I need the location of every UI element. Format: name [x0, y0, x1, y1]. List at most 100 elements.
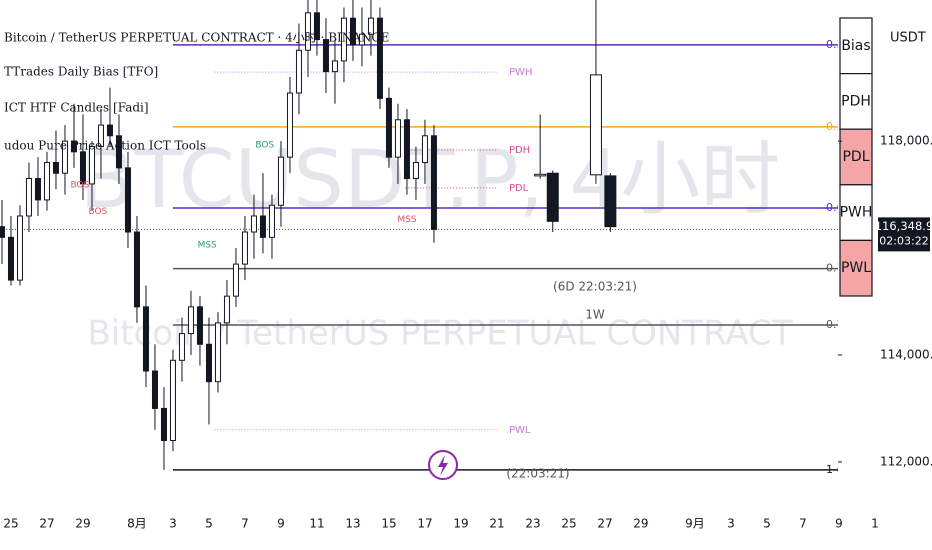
candle-body — [70, 140, 77, 153]
candle-body — [277, 156, 284, 206]
y-tick-label: 118,000.0 — [880, 134, 932, 148]
candle-body — [546, 172, 559, 222]
event-icon-bolt — [438, 455, 448, 476]
x-tick-label: 13 — [345, 517, 360, 531]
key-label: PDH — [509, 145, 530, 156]
candle-body — [385, 97, 392, 158]
x-tick-label: 25 — [3, 517, 18, 531]
candle-body — [133, 231, 140, 308]
candle-body — [79, 151, 86, 185]
y-tick-label: 112,000.0 — [880, 454, 932, 468]
plot — [0, 0, 838, 471]
x-tick-label: 27 — [39, 517, 54, 531]
candle-body — [34, 178, 41, 201]
candle-body — [223, 295, 230, 324]
candle-body — [241, 231, 248, 265]
candle-body — [187, 306, 194, 335]
countdown: 02:03:22 — [879, 234, 928, 247]
candle-body — [124, 167, 131, 233]
candle-body — [349, 17, 356, 46]
candle-body — [160, 407, 167, 442]
candle-body — [16, 215, 23, 281]
candle-body — [61, 140, 68, 174]
candle-body — [88, 145, 95, 185]
bias-cell — [839, 239, 873, 297]
currency: USDT — [890, 31, 926, 46]
x-tick-label: 17 — [417, 517, 432, 531]
candle-body — [604, 175, 617, 228]
candle-body — [25, 178, 32, 217]
bias-label: Bias — [841, 38, 870, 54]
candle-body — [169, 359, 176, 442]
candle-body — [367, 17, 374, 35]
candle-body — [340, 17, 347, 62]
candle-body — [403, 119, 410, 180]
candle-body — [205, 343, 212, 383]
x-tick-label: 27 — [597, 517, 612, 531]
day-timer: (22:03:21) — [506, 467, 569, 481]
bias-label: PWL — [841, 260, 871, 276]
x-tick-label: 8月 — [127, 517, 147, 531]
htf-label: 1W — [585, 308, 605, 322]
bias-label: PDL — [842, 149, 869, 165]
key-label: PWL — [509, 425, 531, 436]
key-label: PWH — [509, 67, 532, 78]
indicator: udou Pure Price Action ICT Tools — [4, 139, 206, 153]
candle-body — [151, 370, 158, 409]
candle-body — [295, 49, 302, 94]
candle-body — [250, 215, 257, 233]
candle-body — [376, 17, 383, 99]
candle-body — [313, 12, 320, 41]
candle-body — [534, 173, 547, 177]
key-label: PDL — [509, 183, 529, 194]
x-tick-label: 23 — [525, 517, 540, 531]
price-tag — [878, 217, 930, 252]
candle-body — [331, 60, 338, 73]
x-tick-label: 15 — [381, 517, 396, 531]
candle-body — [286, 92, 293, 158]
candle-body — [259, 215, 266, 238]
candle-body — [178, 333, 185, 361]
candle-body — [0, 226, 5, 238]
candle-body — [322, 39, 329, 73]
candle-body — [115, 135, 122, 169]
candle-body — [430, 135, 437, 230]
candle-body — [304, 12, 311, 51]
candle-body — [412, 162, 419, 180]
x-tick-label: 25 — [561, 517, 576, 531]
x-tick-label: 21 — [489, 517, 504, 531]
x-tick-label: 7 — [799, 517, 807, 531]
bias-label: PWH — [840, 205, 873, 221]
annotation: MSS — [397, 215, 416, 225]
x-tick-label: 29 — [75, 517, 90, 531]
candle-body — [214, 322, 221, 383]
x-tick-label: 5 — [763, 517, 771, 531]
candle-body — [589, 74, 602, 176]
x-tick-label: 19 — [453, 517, 468, 531]
price-tag-label: 116,348.9 — [875, 219, 932, 233]
indicator: TTrades Daily Bias [TFO] — [4, 65, 158, 79]
watermark: BTCUSDT.P, 4小时 — [80, 133, 781, 226]
indicator: ICT HTF Candles [Fadi] — [4, 101, 149, 115]
x-tick-label: 9月 — [685, 517, 705, 531]
candle-body — [97, 124, 104, 147]
x-tick-label: 9 — [277, 517, 285, 531]
x-tick-label: 7 — [241, 517, 249, 531]
bias-cell — [839, 128, 873, 186]
annotation: BOS — [89, 207, 108, 217]
candle-body — [7, 236, 14, 281]
chart-title: Bitcoin / TetherUS PERPETUAL CONTRACT · … — [4, 31, 389, 45]
candle-body — [268, 204, 275, 238]
axes: Bias PDH PDL PWH PWL 112,000.0 114,000.0 118,00… — [3, 17, 932, 531]
watermark-sub: Bitcoin / TetherUS PERPETUAL CONTRACT — [87, 314, 792, 354]
x-tick-label: 1 — [871, 517, 879, 531]
x-tick-label: 9 — [835, 517, 843, 531]
y-tick-label: 114,000.0 — [880, 347, 932, 361]
candle-body — [43, 162, 50, 201]
time-axis — [0, 510, 932, 550]
candle-body — [52, 162, 59, 174]
annotation: BOS — [71, 180, 90, 190]
candle-body — [106, 124, 113, 137]
candle-body — [394, 119, 401, 158]
